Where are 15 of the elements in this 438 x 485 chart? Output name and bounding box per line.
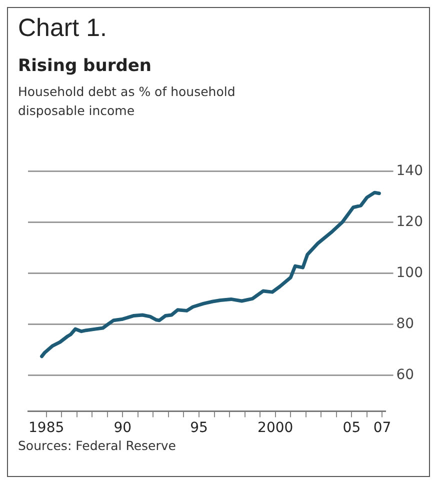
x-tick-label: 2000 [258, 420, 294, 436]
x-tick-label: 95 [190, 420, 208, 436]
caption: Chart 1. [18, 14, 107, 43]
y-tick-label: 80 [396, 316, 414, 332]
chart-title: Rising burden [18, 56, 152, 76]
x-tick-label: 07 [373, 420, 392, 436]
chart-subtitle: Household debt as % of household disposable income [18, 83, 236, 120]
y-tick-label: 60 [396, 367, 414, 384]
x-tick-label: 90 [114, 420, 132, 436]
x-tick-label: 05 [342, 420, 361, 436]
y-tick-label: 140 [396, 163, 424, 180]
x-tick-label: 1985 [28, 420, 64, 436]
y-tick-label: 120 [396, 214, 424, 230]
source-note: Sources: Federal Reserve [18, 438, 176, 453]
y-tick-label: 100 [396, 265, 424, 282]
